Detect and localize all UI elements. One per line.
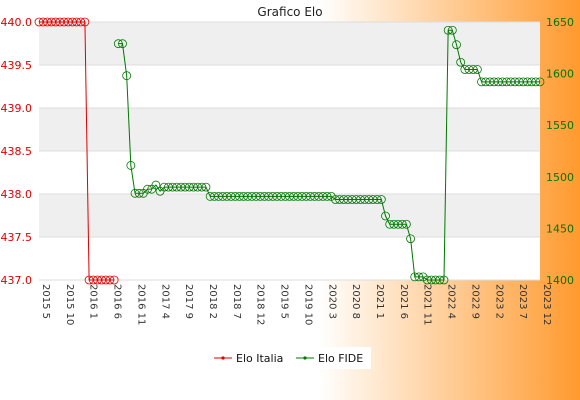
x-tick-label: 2016 1 [88,284,99,319]
left-tick-label: 439.0 [1,102,33,115]
data-point [118,39,127,49]
grid-band [39,108,540,151]
data-point [468,65,478,74]
left-tick-label: 440.0 [1,16,33,29]
right-tick-label: 1400 [546,274,574,287]
grid-band [39,194,540,237]
series-layer [34,17,545,285]
data-point [134,188,144,198]
x-tick-label: 2021 1 [374,284,385,319]
data-point [397,219,407,229]
legend: Elo Italia Elo FIDE [208,347,371,369]
x-tick-label: 2022 9 [469,284,480,319]
x-tick-label: 2023 12 [541,284,552,325]
left-tick-label: 438.0 [1,188,33,201]
right-tick-label: 1600 [546,68,574,81]
x-tick-label: 2020 8 [350,284,361,319]
x-tick-label: 2022 4 [446,284,457,319]
right-tick-label: 1450 [546,222,574,235]
series-elo-italia [34,17,119,285]
left-tick-label: 437.0 [1,274,33,287]
data-point [443,25,453,35]
x-tick-label: 2017 4 [159,284,170,319]
x-axis: 2015 5 2015 10 2016 1 2016 6 2016 11 2017 4 20… [40,284,552,325]
legend-marker-elo-italia [221,356,225,360]
left-tick-label: 437.5 [1,231,33,244]
data-point [143,184,152,194]
data-point [122,71,132,81]
legend-label-elo-fide: Elo FIDE [318,352,363,365]
x-tick-label: 2021 6 [398,284,409,319]
x-tick-label: 2015 5 [40,284,51,319]
x-tick-label: 2018 7 [231,284,242,319]
legend-marker-elo-fide [303,356,307,360]
data-point [531,77,541,87]
x-tick-label: 2018 12 [255,284,266,325]
data-point [201,182,211,192]
data-point [401,219,411,229]
data-point [126,161,136,170]
x-tick-label: 2016 6 [112,284,123,319]
chart-title: Grafico Elo [257,5,322,19]
x-tick-label: 2023 7 [517,284,528,319]
x-tick-label: 2017 9 [183,284,194,319]
data-point [109,275,119,285]
data-point [414,272,424,282]
data-point [439,275,449,285]
data-point [456,57,466,67]
x-tick-label: 2018 2 [207,284,218,319]
legend-label-elo-italia: Elo Italia [236,352,283,365]
x-tick-label: 2020 3 [326,284,337,319]
gridlines [39,21,540,281]
data-point [322,192,332,201]
x-tick-label: 2015 10 [64,284,75,325]
x-tick-label: 2021 11 [422,284,433,325]
x-tick-label: 2023 2 [493,284,504,319]
legend-box [208,347,371,369]
x-tick-label: 2016 11 [135,284,146,325]
data-point [447,25,457,35]
data-point [472,65,482,74]
right-y-axis: 1400 1450 1500 1550 1600 1650 [546,16,574,287]
data-point [80,17,90,27]
series-elo-fide [113,25,545,285]
series-line [118,29,540,281]
right-tick-label: 1500 [546,171,574,184]
right-tick-label: 1650 [546,16,574,29]
data-point [197,182,207,192]
data-point [535,77,545,87]
data-point [105,275,115,285]
data-point [381,211,390,221]
data-point [435,275,445,285]
grid-bands [39,22,540,237]
data-point [452,40,461,50]
left-y-axis: 437.0 437.5 438.0 438.5 439.0 439.5 440.0 [1,16,33,287]
left-tick-label: 439.5 [1,59,33,72]
data-point [151,180,161,190]
right-tick-label: 1550 [546,119,574,132]
data-point [76,17,86,27]
data-point [113,39,123,49]
data-point [372,195,382,204]
data-point [376,195,386,204]
x-tick-label: 2019 5 [279,284,290,319]
left-tick-label: 438.5 [1,145,33,158]
data-point [406,234,415,244]
x-tick-label: 2019 10 [302,284,313,325]
